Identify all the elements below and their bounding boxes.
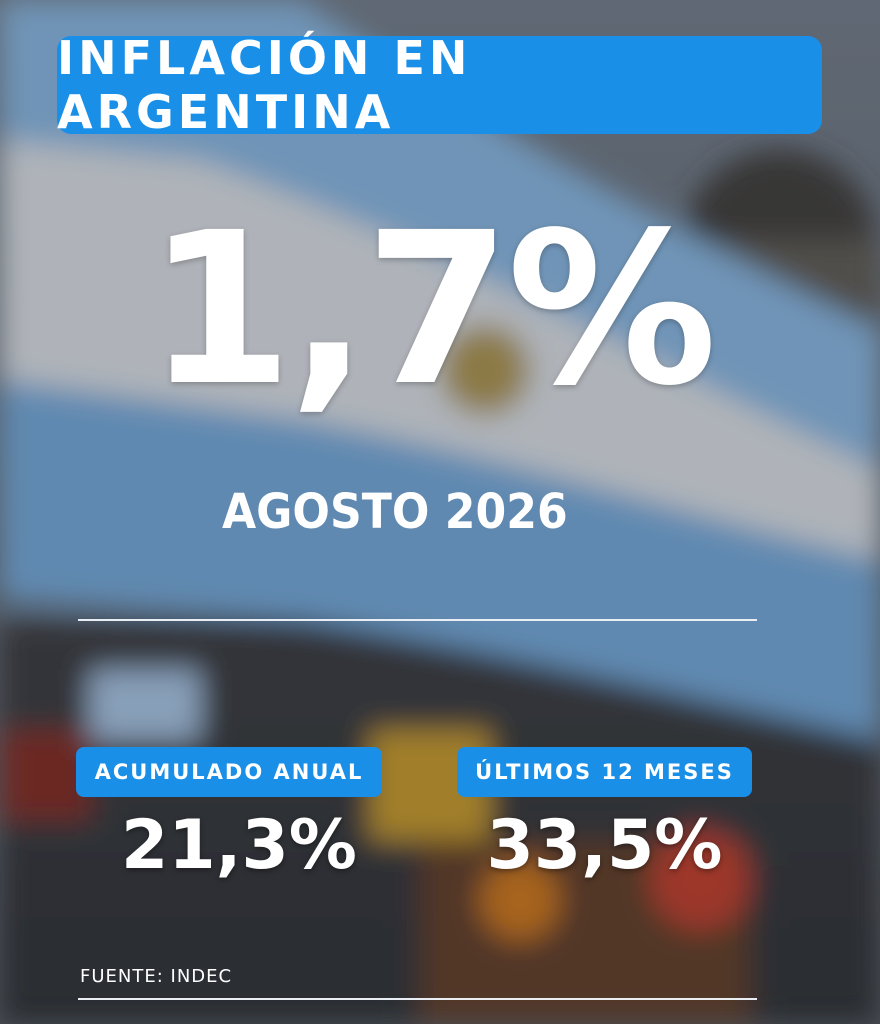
source: FUENTE: INDEC — [80, 966, 233, 987]
period: AGOSTO 2026 — [222, 484, 568, 540]
title-banner: INFLACIÓN EN ARGENTINA — [57, 31, 822, 139]
stat-value: 21,3% — [121, 806, 357, 885]
stat-label-box: ACUMULADO ANUAL — [76, 747, 382, 797]
divider — [78, 619, 757, 621]
stat-label: ÚLTIMOS 12 MESES — [475, 760, 734, 784]
divider — [78, 998, 757, 1000]
stat-value: 33,5% — [486, 806, 723, 885]
headline-value: 1,7% — [146, 187, 717, 432]
title: INFLACIÓN EN ARGENTINA — [57, 31, 472, 139]
stat-label-box: ÚLTIMOS 12 MESES — [457, 747, 752, 797]
stat-label: ACUMULADO ANUAL — [94, 760, 364, 784]
